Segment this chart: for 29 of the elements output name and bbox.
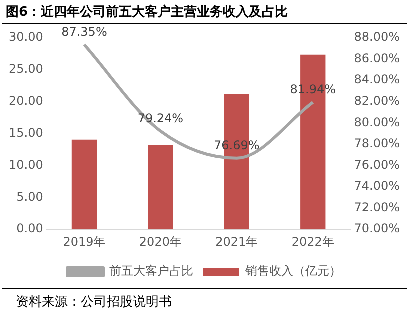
- y-tick-label: 0.00: [16, 222, 44, 236]
- chart-title: 图6：近四年公司前五大客户主营业务收入及占比: [2, 0, 407, 24]
- y2-tick-label: 72.00%: [354, 200, 400, 214]
- y2-tick-label: 86.00%: [354, 51, 400, 66]
- y2-tick-label: 84.00%: [354, 72, 400, 87]
- y2-tick-label: 80.00%: [354, 115, 400, 130]
- data-label: 79.24%: [138, 111, 184, 126]
- y2-tick-label: 82.00%: [354, 94, 400, 108]
- x-tick-label: 2020年: [139, 234, 182, 249]
- x-tick-label: 2021年: [216, 234, 258, 249]
- y-tick-label: 20.00: [8, 94, 44, 108]
- x-tick-label: 2022年: [292, 234, 334, 249]
- y2-tick-label: 70.00%: [354, 222, 400, 236]
- y2-tick-label: 74.00%: [354, 179, 400, 194]
- x-tick-label: 2019年: [63, 234, 106, 249]
- y2-tick-label: 88.00%: [354, 30, 400, 44]
- y-tick-label: 10.00: [8, 158, 44, 172]
- legend-label: 前五大客户占比: [110, 264, 194, 278]
- data-label: 87.35%: [62, 25, 108, 40]
- legend-label: 销售收入（亿元）: [244, 264, 342, 278]
- y2-tick-label: 76.00%: [354, 158, 400, 172]
- text: 资料来源：公司招股说明书: [2, 288, 407, 311]
- y-tick-label: 5.00: [16, 190, 44, 204]
- bar: [72, 140, 98, 230]
- y-tick-label: 15.00: [8, 126, 44, 140]
- y-tick-label: 30.00: [8, 30, 44, 44]
- bar: [148, 144, 174, 230]
- y2-tick-label: 78.00%: [354, 136, 400, 151]
- y-tick-label: 25.00: [8, 62, 44, 76]
